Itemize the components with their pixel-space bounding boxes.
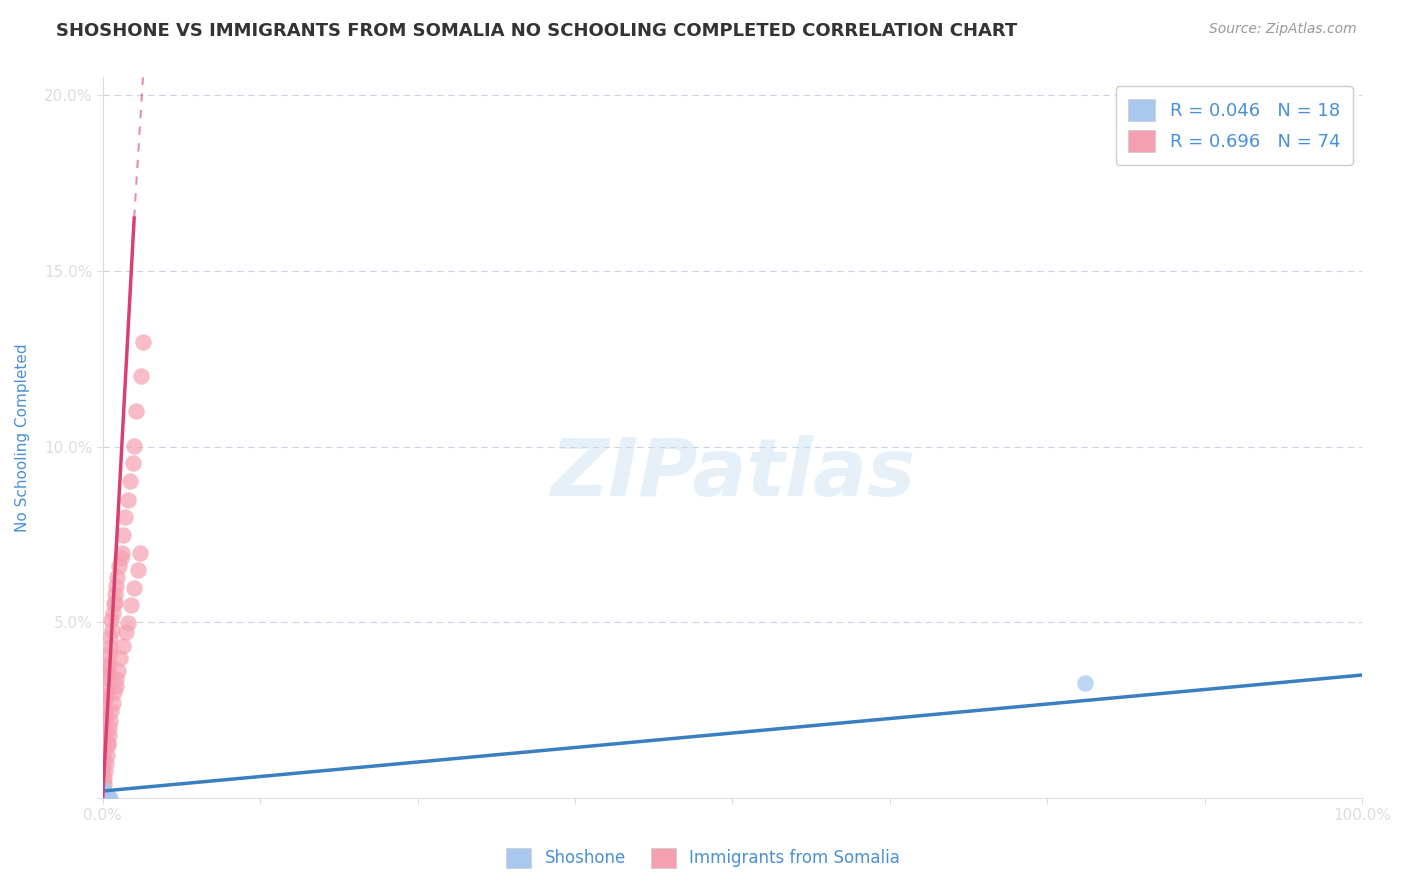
Point bbox=[93, 771, 115, 785]
Point bbox=[110, 650, 132, 665]
Point bbox=[94, 703, 117, 717]
Point bbox=[120, 474, 142, 488]
Point bbox=[91, 791, 114, 805]
Point bbox=[96, 682, 118, 697]
Point bbox=[91, 788, 114, 802]
Point bbox=[98, 791, 121, 805]
Point bbox=[93, 714, 115, 728]
Point bbox=[110, 551, 132, 566]
Text: SHOSHONE VS IMMIGRANTS FROM SOMALIA NO SCHOOLING COMPLETED CORRELATION CHART: SHOSHONE VS IMMIGRANTS FROM SOMALIA NO S… bbox=[56, 22, 1018, 40]
Point bbox=[121, 457, 143, 471]
Point bbox=[94, 756, 117, 770]
Point bbox=[91, 790, 114, 805]
Legend: R = 0.046   N = 18, R = 0.696   N = 74: R = 0.046 N = 18, R = 0.696 N = 74 bbox=[1116, 87, 1353, 165]
Point bbox=[91, 760, 114, 774]
Point bbox=[98, 792, 121, 806]
Point bbox=[91, 790, 114, 805]
Point bbox=[125, 403, 148, 417]
Point bbox=[94, 710, 117, 724]
Point bbox=[104, 594, 127, 608]
Point bbox=[91, 772, 114, 787]
Point bbox=[100, 613, 122, 627]
Point bbox=[94, 791, 117, 805]
Point bbox=[105, 579, 128, 593]
Point bbox=[91, 790, 114, 805]
Point bbox=[91, 790, 114, 805]
Point bbox=[103, 598, 125, 612]
Point bbox=[104, 679, 127, 693]
Point bbox=[94, 764, 117, 778]
Point bbox=[91, 783, 114, 797]
Point bbox=[96, 671, 118, 685]
Point bbox=[107, 570, 129, 584]
Point bbox=[93, 790, 115, 805]
Point bbox=[114, 624, 136, 639]
Point bbox=[91, 783, 114, 797]
Point bbox=[94, 790, 117, 805]
Point bbox=[96, 791, 118, 805]
Point bbox=[132, 334, 155, 349]
Point bbox=[120, 598, 142, 612]
Point bbox=[91, 766, 114, 780]
Point bbox=[93, 732, 115, 747]
Point bbox=[93, 724, 115, 739]
Point bbox=[129, 546, 152, 560]
Point bbox=[91, 774, 114, 789]
Point bbox=[91, 792, 114, 806]
Point bbox=[97, 728, 120, 742]
Point bbox=[96, 689, 118, 703]
Point bbox=[91, 739, 114, 753]
Point bbox=[91, 789, 114, 803]
Point bbox=[117, 615, 139, 630]
Point bbox=[117, 493, 139, 508]
Text: Source: ZipAtlas.com: Source: ZipAtlas.com bbox=[1209, 22, 1357, 37]
Text: ZIPatlas: ZIPatlas bbox=[550, 434, 915, 513]
Point bbox=[104, 587, 127, 601]
Point bbox=[94, 691, 117, 706]
Point bbox=[91, 748, 114, 763]
Point bbox=[114, 510, 136, 524]
Point bbox=[98, 714, 121, 729]
Point bbox=[97, 657, 120, 671]
Point bbox=[101, 606, 124, 620]
Point bbox=[93, 791, 115, 805]
Point bbox=[129, 368, 152, 383]
Point bbox=[122, 439, 145, 453]
Point bbox=[97, 738, 120, 752]
Point bbox=[108, 559, 131, 574]
Point bbox=[93, 777, 115, 791]
Point bbox=[97, 721, 120, 735]
Point bbox=[91, 790, 114, 805]
Point bbox=[96, 748, 118, 763]
Legend: Shoshone, Immigrants from Somalia: Shoshone, Immigrants from Somalia bbox=[499, 841, 907, 875]
Point bbox=[103, 684, 125, 698]
Point bbox=[101, 697, 124, 711]
Point bbox=[98, 640, 121, 654]
Point bbox=[98, 630, 121, 644]
Point bbox=[97, 647, 120, 661]
Point bbox=[111, 639, 134, 653]
Point bbox=[111, 545, 134, 559]
Point bbox=[91, 781, 114, 796]
Point bbox=[127, 563, 149, 577]
Point bbox=[91, 791, 114, 805]
Point bbox=[97, 667, 120, 681]
Point bbox=[97, 661, 120, 675]
Point bbox=[111, 528, 134, 542]
Point bbox=[124, 581, 146, 595]
Point bbox=[105, 672, 128, 686]
Point bbox=[1074, 676, 1097, 690]
Point bbox=[91, 791, 114, 805]
Point bbox=[97, 736, 120, 750]
Point bbox=[107, 664, 129, 678]
Point bbox=[91, 780, 114, 794]
Point bbox=[91, 755, 114, 769]
Y-axis label: No Schooling Completed: No Schooling Completed bbox=[15, 343, 30, 532]
Point bbox=[97, 790, 120, 805]
Point bbox=[100, 624, 122, 638]
Point bbox=[93, 791, 115, 805]
Point bbox=[100, 704, 122, 718]
